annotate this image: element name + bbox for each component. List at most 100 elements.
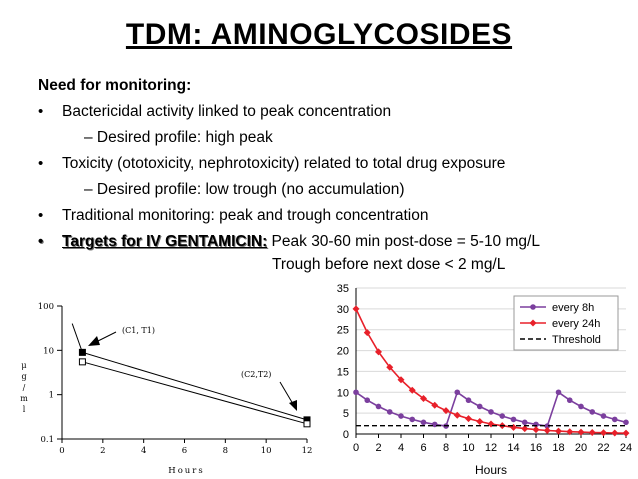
x-axis-label: Hours (475, 463, 507, 477)
series-line (71, 323, 308, 421)
chart-legend: every 8h every 24h Threshold (513, 295, 619, 351)
legend-label: every 8h (552, 302, 594, 314)
y-tick-label: 5 (343, 408, 349, 420)
annotation-arrowhead (289, 400, 297, 411)
data-point (611, 416, 618, 423)
y-tick-label: 15 (337, 366, 349, 378)
chart-series (352, 305, 630, 437)
y-tick-label: 35 (337, 283, 349, 295)
y-tick-label: 30 (337, 304, 349, 316)
data-point (566, 397, 573, 404)
x-tick-label: 16 (530, 442, 542, 454)
data-point (454, 389, 461, 396)
data-point (363, 329, 371, 337)
x-tick-label: 12 (485, 442, 497, 454)
annotation-c1-t1: (C1, T1) (122, 326, 155, 335)
data-point (577, 428, 585, 436)
data-point (532, 426, 540, 434)
data-point (397, 376, 405, 384)
data-point (555, 389, 562, 396)
data-point (78, 348, 86, 356)
data-point (510, 423, 517, 431)
data-point (544, 423, 551, 429)
legend-marker (530, 304, 536, 310)
slide-title: TDM: AMINOGLYCOSIDES (125, 18, 513, 51)
x-axis-label: Hours (168, 466, 204, 476)
x-tick-label: 4 (398, 442, 404, 454)
y-tick-label: 10 (337, 387, 349, 399)
legend-label: every 24h (552, 318, 600, 330)
legend-label: Threshold (552, 334, 601, 346)
data-point (386, 363, 394, 371)
data-point (611, 429, 619, 437)
log-concentration-chart: 100 10 1 0.1 0 2 4 6 8 10 12 Hours μ g / m l (C1, T1) (C2,… (20, 302, 312, 476)
data-point (543, 426, 551, 434)
data-point (487, 420, 495, 428)
data-point (442, 407, 450, 415)
data-point (409, 416, 416, 423)
data-point (465, 415, 472, 423)
annotation-arrowhead (88, 336, 100, 346)
x-tick-label: 0 (353, 442, 359, 454)
data-point (386, 409, 393, 415)
data-point (476, 417, 484, 425)
x-tick-label: 8 (443, 442, 449, 454)
sub-bullet-high-peak: – Desired profile: high peak (84, 129, 273, 146)
x-tick-label: 22 (597, 442, 609, 454)
data-point (364, 397, 371, 404)
data-point (589, 409, 596, 415)
chart-series (71, 323, 308, 425)
data-point (600, 413, 607, 419)
chart-points (78, 348, 311, 428)
x-tick-label: 0 (59, 446, 64, 456)
x-tick-label: 2 (100, 446, 105, 456)
bullet-marker: • (38, 233, 44, 250)
monitoring-heading: Need for monitoring: (38, 77, 192, 94)
data-point (623, 419, 629, 426)
x-tick-label: 24 (620, 442, 632, 454)
bullet-marker: • (38, 207, 44, 224)
legend-marker (529, 319, 537, 327)
chart-axes (57, 305, 308, 443)
y-axis-label: μ g / m l (20, 361, 28, 414)
data-point (510, 416, 517, 423)
y-tick-label: 0.1 (40, 435, 54, 445)
data-point (488, 409, 494, 415)
series-line (82, 361, 308, 425)
data-point (476, 403, 483, 410)
data-point (375, 403, 382, 410)
y-tick-label: 0 (343, 429, 349, 441)
data-point (352, 305, 360, 313)
y-tick-label: 100 (38, 302, 54, 312)
data-point (600, 429, 607, 437)
x-tick-label: 6 (182, 446, 187, 456)
data-point (521, 419, 528, 426)
data-point (420, 419, 427, 426)
data-point (375, 348, 382, 356)
bullet-marker: • (38, 155, 44, 172)
peak-target-text: Peak 30-60 min post-dose = 5-10 mg/L (267, 233, 540, 250)
data-point (408, 386, 416, 394)
annotation-arrow (95, 331, 117, 343)
data-point (566, 428, 574, 436)
x-tick-label: 20 (575, 442, 587, 454)
data-point (353, 389, 359, 396)
x-tick-label: 4 (141, 446, 146, 456)
x-tick-label: 10 (261, 446, 272, 456)
data-point (398, 413, 404, 419)
chart-labels: 100 10 1 0.1 0 2 4 6 8 10 12 Hours μ g / m l (C1, T1) (C2,… (20, 302, 312, 476)
bullet-marker: • (38, 103, 44, 120)
targets-label: Targets for IV GENTAMICIN: (62, 233, 268, 250)
annotation-c2-t2: (C2,T2) (241, 370, 271, 379)
data-point (555, 427, 562, 435)
data-point (499, 413, 506, 419)
data-point (622, 429, 630, 437)
data-point (578, 403, 584, 410)
bullet-toxicity: Toxicity (ototoxicity, nephrotoxicity) r… (62, 155, 506, 172)
y-tick-label: 1 (49, 391, 54, 401)
y-tick-label: 25 (337, 325, 349, 337)
y-tick-label: 20 (337, 346, 349, 358)
data-point (521, 425, 529, 433)
